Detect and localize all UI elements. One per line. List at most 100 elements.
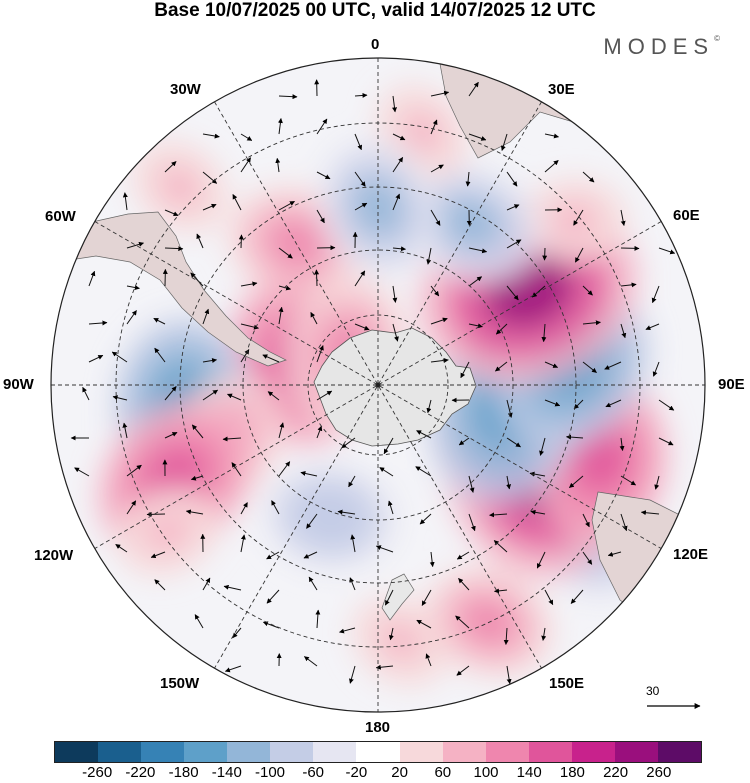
colorbar-swatch <box>485 742 529 762</box>
wind-vector-arrow <box>341 437 356 449</box>
wind-vector-arrow <box>154 347 166 363</box>
wind-vector-arrow <box>506 171 518 187</box>
wind-vector-arrow <box>468 513 476 532</box>
wind-vector-arrow <box>620 323 627 339</box>
lon-label-60e: 60E <box>673 207 700 224</box>
colorbar-tick-label: -220 <box>125 764 156 781</box>
wind-vector-arrow <box>506 285 519 301</box>
lon-label-180: 180 <box>365 719 391 736</box>
wind-vector-arrow <box>658 247 676 255</box>
new-zealand <box>381 573 415 621</box>
wind-vector-arrow <box>278 422 285 439</box>
wind-vector-arrow <box>337 509 356 515</box>
wind-vector-arrow <box>468 475 475 493</box>
wind-vector-arrow <box>379 467 394 477</box>
wind-vector-arrow <box>620 245 640 251</box>
wind-vector-arrow <box>122 192 128 211</box>
wind-vector-arrow <box>240 502 248 515</box>
wind-vector-arrow <box>164 161 177 173</box>
logo-mark: © <box>714 34 720 43</box>
colorbar-tick-label: 180 <box>559 764 585 781</box>
wind-vector-arrow <box>164 386 177 401</box>
wind-vector-arrow <box>619 437 625 451</box>
wind-vector-arrow <box>185 509 204 515</box>
wind-vector-arrow <box>654 475 660 490</box>
colorbar-tick-label: 60 <box>434 764 452 781</box>
colorbar-swatch <box>55 742 99 762</box>
graticule <box>51 58 705 712</box>
wind-vector-arrow <box>569 475 584 488</box>
wind-vector-arrow <box>277 118 283 135</box>
wind-vector-arrow <box>544 361 559 368</box>
anomaly-blob <box>160 167 200 206</box>
wind-vector-arrow <box>531 285 546 298</box>
colorbar-swatch <box>571 742 615 762</box>
wind-vector-arrow <box>458 578 470 591</box>
wind-vector-arrow <box>468 247 488 254</box>
wind-vector-arrow <box>468 323 483 329</box>
wind-vector-arrow <box>544 399 561 407</box>
wind-vector-arrow <box>506 665 512 685</box>
wind-vector-arrow <box>88 354 104 363</box>
wind-vector-arrow <box>541 627 547 641</box>
wind-vector-arrow <box>430 119 438 135</box>
colorbar-swatch <box>270 742 314 762</box>
wind-vector-arrow <box>202 133 220 139</box>
wind-vector-arrow <box>150 551 166 559</box>
wind-vector-arrow <box>240 133 253 141</box>
wind-vector-arrow <box>392 323 399 342</box>
wind-vector-arrow <box>495 361 508 372</box>
wind-vectors <box>70 79 676 685</box>
lon-label-150w: 150W <box>160 675 200 692</box>
wind-vector-arrow <box>658 399 675 411</box>
wind-vector-arrow <box>227 393 242 401</box>
wind-vector-arrow <box>415 466 432 477</box>
colorbar-tick-label: -20 <box>345 764 368 781</box>
wind-vector-arrow <box>126 464 142 477</box>
wind-vector-arrow <box>240 157 252 173</box>
wind-vector-arrow <box>465 171 471 187</box>
reference-vector-label: 30 <box>646 684 660 698</box>
wind-vector-arrow <box>300 471 318 477</box>
wind-vector-arrow <box>154 579 166 591</box>
wind-vector-arrow <box>232 627 242 639</box>
wind-vector-arrow <box>375 664 394 670</box>
wind-vector-arrow <box>426 247 432 265</box>
wind-vector-arrow <box>651 285 660 304</box>
wind-vector-arrow <box>384 589 394 606</box>
wind-vector-arrow <box>430 357 449 363</box>
wind-vector-arrow <box>223 584 242 591</box>
anomaly-blob <box>302 494 358 539</box>
wind-vector-arrow <box>489 512 508 518</box>
wind-vector-arrow <box>126 241 144 249</box>
wind-vector-arrow <box>126 500 137 515</box>
wind-vector-arrow <box>430 209 441 226</box>
wind-vector-arrow <box>421 589 432 606</box>
wind-vector-arrow <box>383 437 394 455</box>
logo-text: MODES <box>603 34 715 59</box>
wind-vector-arrow <box>310 311 318 325</box>
south-pole-marker <box>375 382 381 388</box>
wind-vector-arrow <box>392 246 406 252</box>
wind-vector-arrow <box>112 395 128 401</box>
wind-vector-arrow <box>392 133 406 141</box>
wind-vector-arrow <box>240 281 258 287</box>
wind-vector-arrow <box>607 551 622 557</box>
wind-vector-arrow <box>388 627 394 641</box>
map-boundary <box>50 57 706 713</box>
wind-vector-arrow <box>262 621 280 629</box>
lon-label-30e: 30E <box>548 81 575 98</box>
wind-vector-arrow <box>530 509 546 515</box>
colorbar-swatch <box>614 742 658 762</box>
wind-vector-arrow <box>500 133 508 151</box>
wind-vector-arrow <box>392 156 404 173</box>
wind-vector-arrow <box>392 95 397 113</box>
lon-label-90w: 90W <box>3 376 34 393</box>
wind-vector-arrow <box>74 467 90 477</box>
colorbar-tick-label: -180 <box>168 764 199 781</box>
wind-vector-arrow <box>202 389 219 401</box>
wind-vector-arrow <box>460 361 470 379</box>
wind-vector-arrow <box>278 94 298 100</box>
colorbar-ticks: -260 -220 -180 -140 -100 -60 -20 20 60 100 140 180 2… <box>0 764 750 782</box>
wind-vector-arrow <box>271 500 280 515</box>
